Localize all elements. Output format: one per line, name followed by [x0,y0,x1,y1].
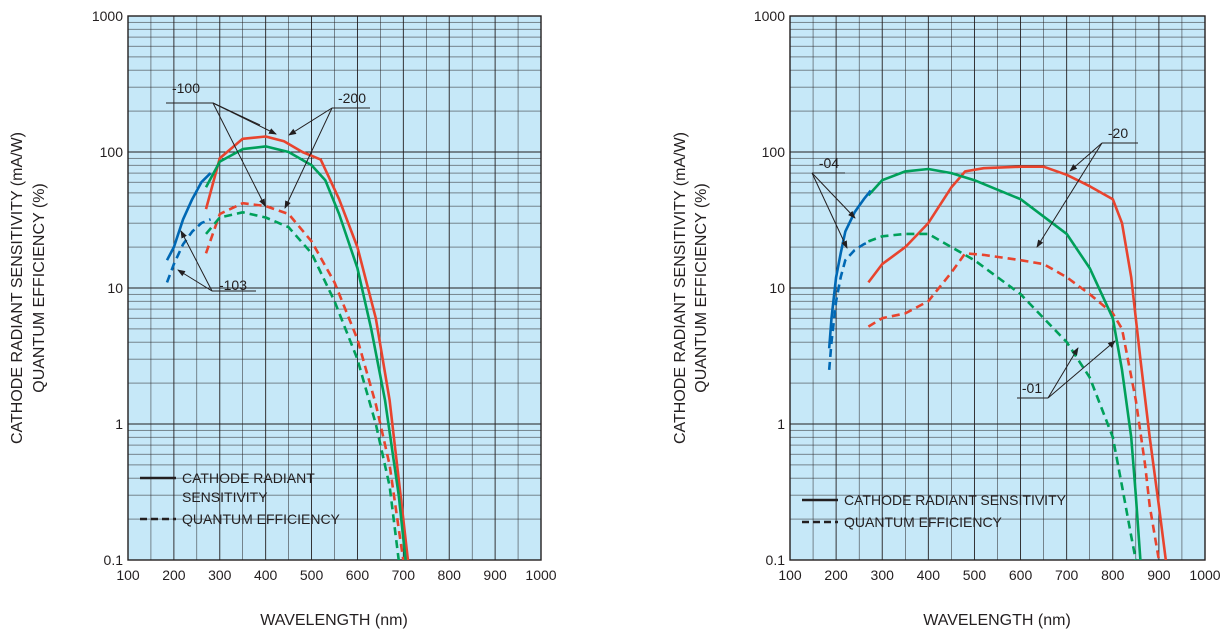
y-axis-title: QUANTUM EFFICIENCY (%) [693,183,710,392]
series-line-blue-dashed [165,218,212,283]
callout-arrow [811,172,848,249]
y-tick-label: 1 [115,416,123,432]
x-tick-label: 700 [1055,567,1079,583]
callout-arrow [180,230,213,292]
x-tick-label: 300 [208,567,232,583]
plot-frame [789,15,1206,561]
series-line-green-solid [204,145,407,560]
callout-label: -01 [1022,380,1042,396]
x-tick-label: 200 [162,567,186,583]
series-line-blue-solid [165,172,212,261]
callout-arrow [1036,142,1103,248]
callout-arrow [811,172,856,219]
left-chart: 100 200 300 400 500 600 700 800 900 1000 0.1 1 10 100… [9,8,557,629]
callout-label: -04 [819,155,839,171]
y-tick-label: 100 [762,144,786,160]
plot-frame [127,15,542,561]
x-tick-label: 500 [300,567,324,583]
series-line-green-solid [867,167,1142,560]
callout-arrow [1047,340,1116,399]
callouts: -04 -20 -01 [811,125,1138,399]
legend-label: QUANTUM EFFICIENCY [844,514,1003,530]
series-line-red-solid [204,135,410,560]
callout-label: -20 [1108,125,1128,141]
y-tick-label: 1000 [92,8,123,24]
x-axis-title: WAVELENGTH (nm) [260,612,408,629]
y-tick-label: 100 [100,144,124,160]
x-tick-label: 1000 [525,567,556,583]
y-tick-label: 0.1 [766,552,786,568]
x-tick-label: 200 [824,567,848,583]
right-chart: 100 200 300 400 500 600 700 800 900 1000 0.1 1 10 100… [672,8,1221,629]
x-tick-label: 800 [1101,567,1125,583]
callout-arrow [212,102,266,207]
x-tick-label: 400 [254,567,278,583]
x-tick-label: 900 [483,567,507,583]
series-line-red-dashed [204,201,405,560]
y-axis-title: CATHODE RADIANT SENSITIVITY (mA/W) [9,132,26,444]
series-group [165,135,410,560]
x-tick-label: 100 [778,567,802,583]
x-axis-title: WAVELENGTH (nm) [923,612,1071,629]
legend-label: CATHODE RADIANT SENSITIVITY [844,492,1067,508]
legend-label: SENSITIVITY [182,489,268,505]
x-tick-label: 300 [871,567,895,583]
x-tick-label: 800 [438,567,462,583]
x-tick-label: 600 [1009,567,1033,583]
callout-arrow [288,107,333,136]
x-tick-label: 100 [116,567,140,583]
y-tick-label: 0.1 [104,552,124,568]
x-tick-label: 400 [917,567,941,583]
series-line-green-dashed [867,232,1138,560]
y-tick-label: 10 [107,280,123,296]
x-tick-label: 700 [392,567,416,583]
x-tick-label: 1000 [1189,567,1220,583]
callout-arrow [177,269,213,292]
legend: CATHODE RADIANT SENSITIVITY QUANTUM EFFIC… [802,492,1067,530]
callout-label: -200 [338,90,366,106]
callout-label: -100 [172,80,200,96]
x-tick-label: 600 [346,567,370,583]
x-tick-label: 500 [963,567,987,583]
y-tick-label: 1 [777,416,785,432]
callout-label: -103 [219,277,247,293]
legend-label: CATHODE RADIANT [182,470,315,486]
callout-arrow [284,107,333,209]
legend-label: QUANTUM EFFICIENCY [182,511,341,527]
series-line-blue-dashed [827,240,872,371]
y-tick-label: 10 [769,280,785,296]
series-line-red-dashed [867,252,1161,560]
x-tick-label: 900 [1147,567,1171,583]
y-tick-label: 1000 [754,8,785,24]
y-axis-title: QUANTUM EFFICIENCY (%) [31,183,48,392]
callouts: -100 -200 -103 [166,80,370,293]
series-line-green-dashed [205,211,400,560]
y-axis-title: CATHODE RADIANT SENSITIVITY (mA/W) [672,132,689,444]
legend: CATHODE RADIANT SENSITIVITY QUANTUM EFFICI… [140,470,341,527]
callout-arrow [1047,347,1079,399]
series-line-red-solid [867,165,1168,560]
callout-arrow [1069,142,1103,172]
callout-arrow [212,102,277,135]
